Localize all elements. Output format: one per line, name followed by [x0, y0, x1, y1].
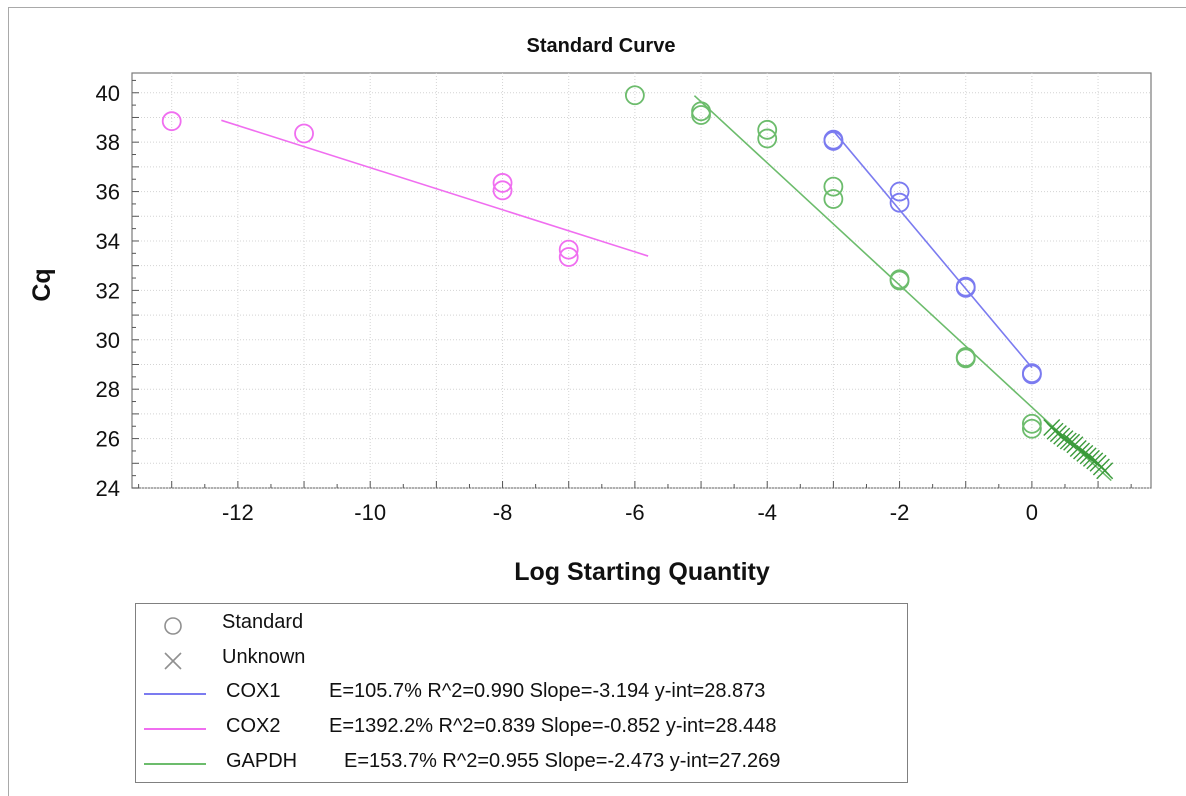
data-point-cox2 [558, 247, 579, 267]
legend-row-cox2: COX2 E=1392.2% R^2=0.839 Slope=-0.852 y-… [136, 712, 907, 742]
x-tick-label: -8 [493, 500, 513, 525]
x-tick-label: 0 [1026, 500, 1038, 525]
plot-frame [131, 72, 1152, 489]
data-point-cox1 [955, 278, 976, 298]
x-axis-label: Log Starting Quantity [514, 558, 770, 586]
gapdh-line-swatch [144, 763, 206, 765]
data-point-gapdh [757, 128, 778, 149]
data-point-gapdh [889, 270, 910, 291]
data-point-cox2 [161, 111, 182, 132]
data-point-gapdh [1021, 413, 1042, 434]
data-point-gapdh [624, 85, 645, 106]
data-point-cox2 [492, 173, 513, 193]
data-point-cox1 [1021, 364, 1042, 385]
x-tick-label: -12 [222, 500, 254, 525]
legend-unknown-label: Unknown [222, 646, 306, 668]
legend-row-cox1: COX1 E=105.7% R^2=0.990 Slope=-3.194 y-i… [136, 677, 907, 707]
y-tick-label: 36 [96, 180, 120, 205]
legend-series-stats: E=105.7% R^2=0.990 Slope=-3.194 y-int=28… [329, 680, 766, 702]
legend-series-name: GAPDH [226, 750, 298, 772]
data-point-gapdh [823, 176, 844, 197]
data-point-gapdh [955, 348, 976, 369]
x-tick-label: -4 [757, 500, 777, 525]
legend-row-unknown: Unknown [136, 643, 907, 673]
plot-area: -12 -10 -8 -6 -4 -2 0 24 26 28 30 32 34 36 38 40 [96, 72, 1152, 525]
data-point-cox1 [889, 192, 910, 213]
fit-line-cox1 [832, 130, 1033, 369]
x-tick-label: -10 [354, 500, 386, 525]
window-border-left [8, 7, 9, 796]
x-tick-label: -6 [625, 500, 645, 525]
y-tick-label: 40 [96, 81, 120, 106]
data-point-gapdh [757, 119, 778, 140]
data-point-cox2 [492, 180, 513, 201]
unknown-x-icon [164, 652, 182, 670]
standard-circle-icon [164, 617, 182, 635]
y-tick-label: 30 [96, 328, 120, 353]
legend-series-name: COX2 [226, 715, 281, 737]
y-tick-label: 32 [96, 278, 120, 303]
chart-title: Standard Curve [527, 35, 676, 57]
unknown-point [1096, 462, 1114, 480]
legend: Standard Unknown COX1 E=105.7% R^2=0.990… [135, 603, 908, 783]
legend-series-stats: E=153.7% R^2=0.955 Slope=-2.473 y-int=27… [344, 750, 781, 772]
legend-series-name: COX1 [226, 680, 281, 702]
data-point-cox2 [294, 123, 314, 144]
fit-line-cox2 [221, 119, 649, 257]
y-axis-label: Cq [28, 268, 56, 301]
data-point-gapdh [1021, 418, 1042, 439]
data-point-cox2 [558, 239, 579, 260]
data-point-cox1 [823, 131, 844, 151]
y-tick-label: 38 [96, 130, 120, 155]
legend-standard-label: Standard [222, 611, 304, 633]
window-border-top [8, 7, 1186, 8]
x-tick-label: -2 [890, 500, 910, 525]
data-point-gapdh [823, 189, 844, 209]
legend-series-stats: E=1392.2% R^2=0.839 Slope=-0.852 y-int=2… [329, 715, 777, 737]
data-point-gapdh [691, 105, 711, 125]
cox1-line-swatch [144, 693, 206, 695]
cox2-line-swatch [144, 728, 206, 730]
y-tick-label: 26 [96, 427, 120, 452]
legend-row-standard: Standard [136, 608, 907, 638]
y-tick-label: 24 [96, 476, 120, 501]
y-tick-label: 28 [96, 377, 120, 402]
y-tick-label: 34 [96, 229, 120, 254]
standard-curve-chart: Standard Curve Log Starting Quantity Cq … [28, 35, 1152, 586]
legend-row-gapdh: GAPDH E=153.7% R^2=0.955 Slope=-2.473 y-… [136, 747, 907, 777]
data-point-cox1 [889, 181, 910, 202]
